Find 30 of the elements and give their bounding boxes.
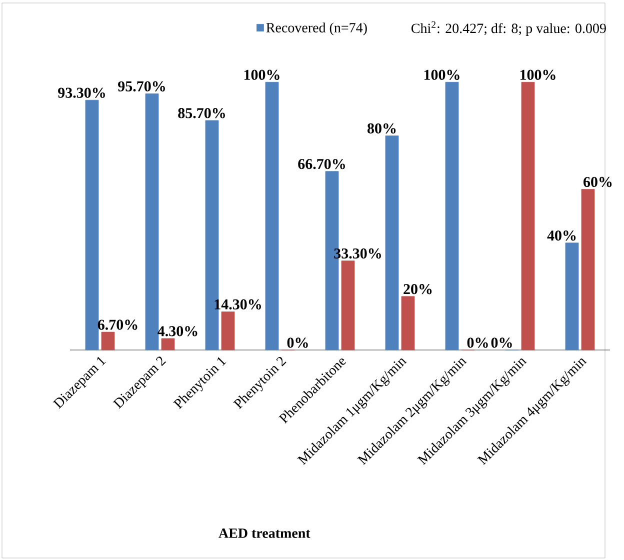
data-label: 100%	[424, 70, 460, 80]
data-label: 66.70%	[298, 158, 345, 170]
data-label: 100%	[520, 70, 556, 80]
bar	[401, 296, 415, 350]
data-label: 60%	[584, 176, 612, 188]
data-label: 95.70%	[118, 81, 165, 92]
bar	[565, 242, 579, 350]
bar	[161, 338, 175, 350]
bar	[445, 82, 459, 350]
data-label: 85.70%	[178, 108, 225, 118]
data-label: 80%	[368, 123, 396, 134]
data-label: 0%	[491, 338, 512, 348]
bar	[265, 82, 279, 350]
bar	[581, 189, 595, 350]
data-label: 40%	[547, 230, 576, 241]
bar	[341, 260, 355, 350]
x-axis-title: AED treatment	[218, 528, 310, 538]
legend-label: Recovered (n=74)	[266, 22, 367, 36]
bar	[85, 100, 99, 350]
data-label: 0%	[287, 338, 308, 348]
data-label: 0%	[467, 338, 488, 348]
bar	[221, 312, 235, 350]
data-label: 93.30%	[58, 88, 105, 98]
bar	[145, 93, 159, 350]
bar	[385, 136, 399, 350]
data-label: 20%	[404, 284, 432, 294]
data-label: 100%	[244, 70, 280, 80]
bar	[101, 332, 115, 350]
text: Chi$^{2}$: 20.427; df: 8; p value: 0.009	[411, 21, 606, 36]
bar	[521, 82, 535, 350]
